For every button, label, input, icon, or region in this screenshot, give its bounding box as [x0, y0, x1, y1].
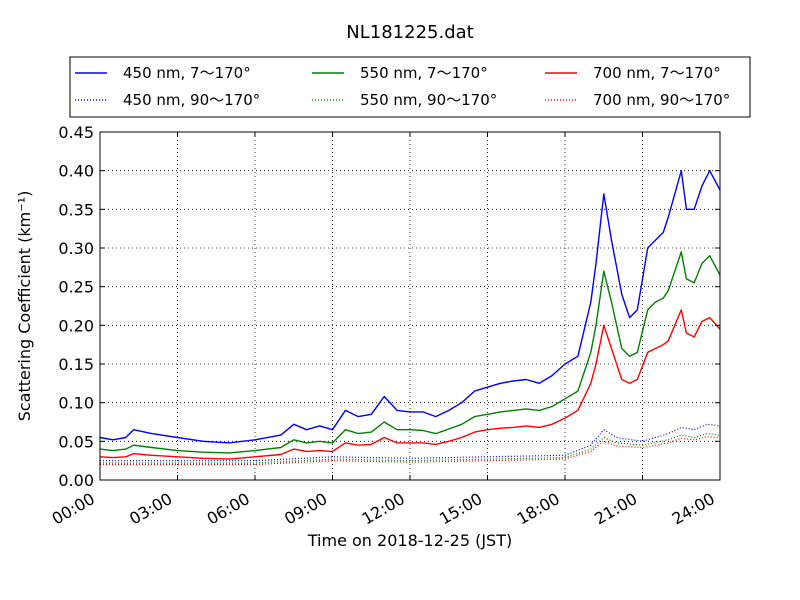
x-tick-label: 06:00	[204, 489, 253, 529]
y-tick-label: 0.20	[58, 316, 94, 335]
x-axis-label: Time on 2018-12-25 (JST)	[307, 531, 512, 550]
x-tick-label: 00:00	[49, 489, 98, 529]
grid	[99, 131, 721, 481]
legend-label: 450 nm, 7～170°	[123, 64, 251, 82]
y-tick-label: 0.40	[58, 162, 94, 181]
x-tick-label: 03:00	[126, 489, 175, 529]
x-tick-label: 21:00	[591, 489, 640, 529]
series-line-5	[99, 309, 721, 460]
axis-ticks: 00:00 03:00 06:00 09:00 12:00 15:00 18:00 21:00…	[49, 123, 721, 529]
chart-title: NL181225.dat	[346, 22, 473, 43]
x-tick-label: 15:00	[436, 489, 485, 529]
x-tick-label: 24:00	[669, 489, 718, 529]
x-tick-label: 09:00	[281, 489, 330, 529]
y-tick-label: 0.05	[58, 432, 94, 451]
series-line-4	[100, 433, 721, 464]
series-line-6	[100, 436, 721, 466]
y-tick-label: 0.30	[58, 239, 94, 258]
legend: 450 nm, 7～170° 450 nm, 90～170° 550 nm, 7～1…	[69, 56, 751, 118]
legend-label: 700 nm, 90～170°	[593, 91, 730, 109]
y-axis-label: Scattering Coefficient (km⁻¹)	[15, 191, 34, 422]
y-tick-label: 0.25	[58, 278, 94, 297]
legend-label: 450 nm, 90～170°	[123, 91, 260, 109]
legend-label: 550 nm, 90～170°	[360, 91, 497, 109]
x-tick-label: 18:00	[514, 489, 563, 529]
y-tick-label: 0.10	[58, 394, 94, 413]
y-tick-label: 0.15	[58, 355, 94, 374]
y-tick-label: 0.45	[58, 123, 94, 142]
x-tick-label: 12:00	[359, 489, 408, 529]
legend-box	[69, 56, 751, 118]
series-lines	[99, 169, 721, 466]
series-line-1	[99, 169, 721, 444]
y-tick-label: 0.35	[58, 200, 94, 219]
series-line-3	[99, 251, 721, 454]
legend-label: 550 nm, 7～170°	[360, 64, 488, 82]
legend-label: 700 nm, 7～170°	[593, 64, 721, 82]
y-tick-label: 0.00	[58, 471, 94, 490]
